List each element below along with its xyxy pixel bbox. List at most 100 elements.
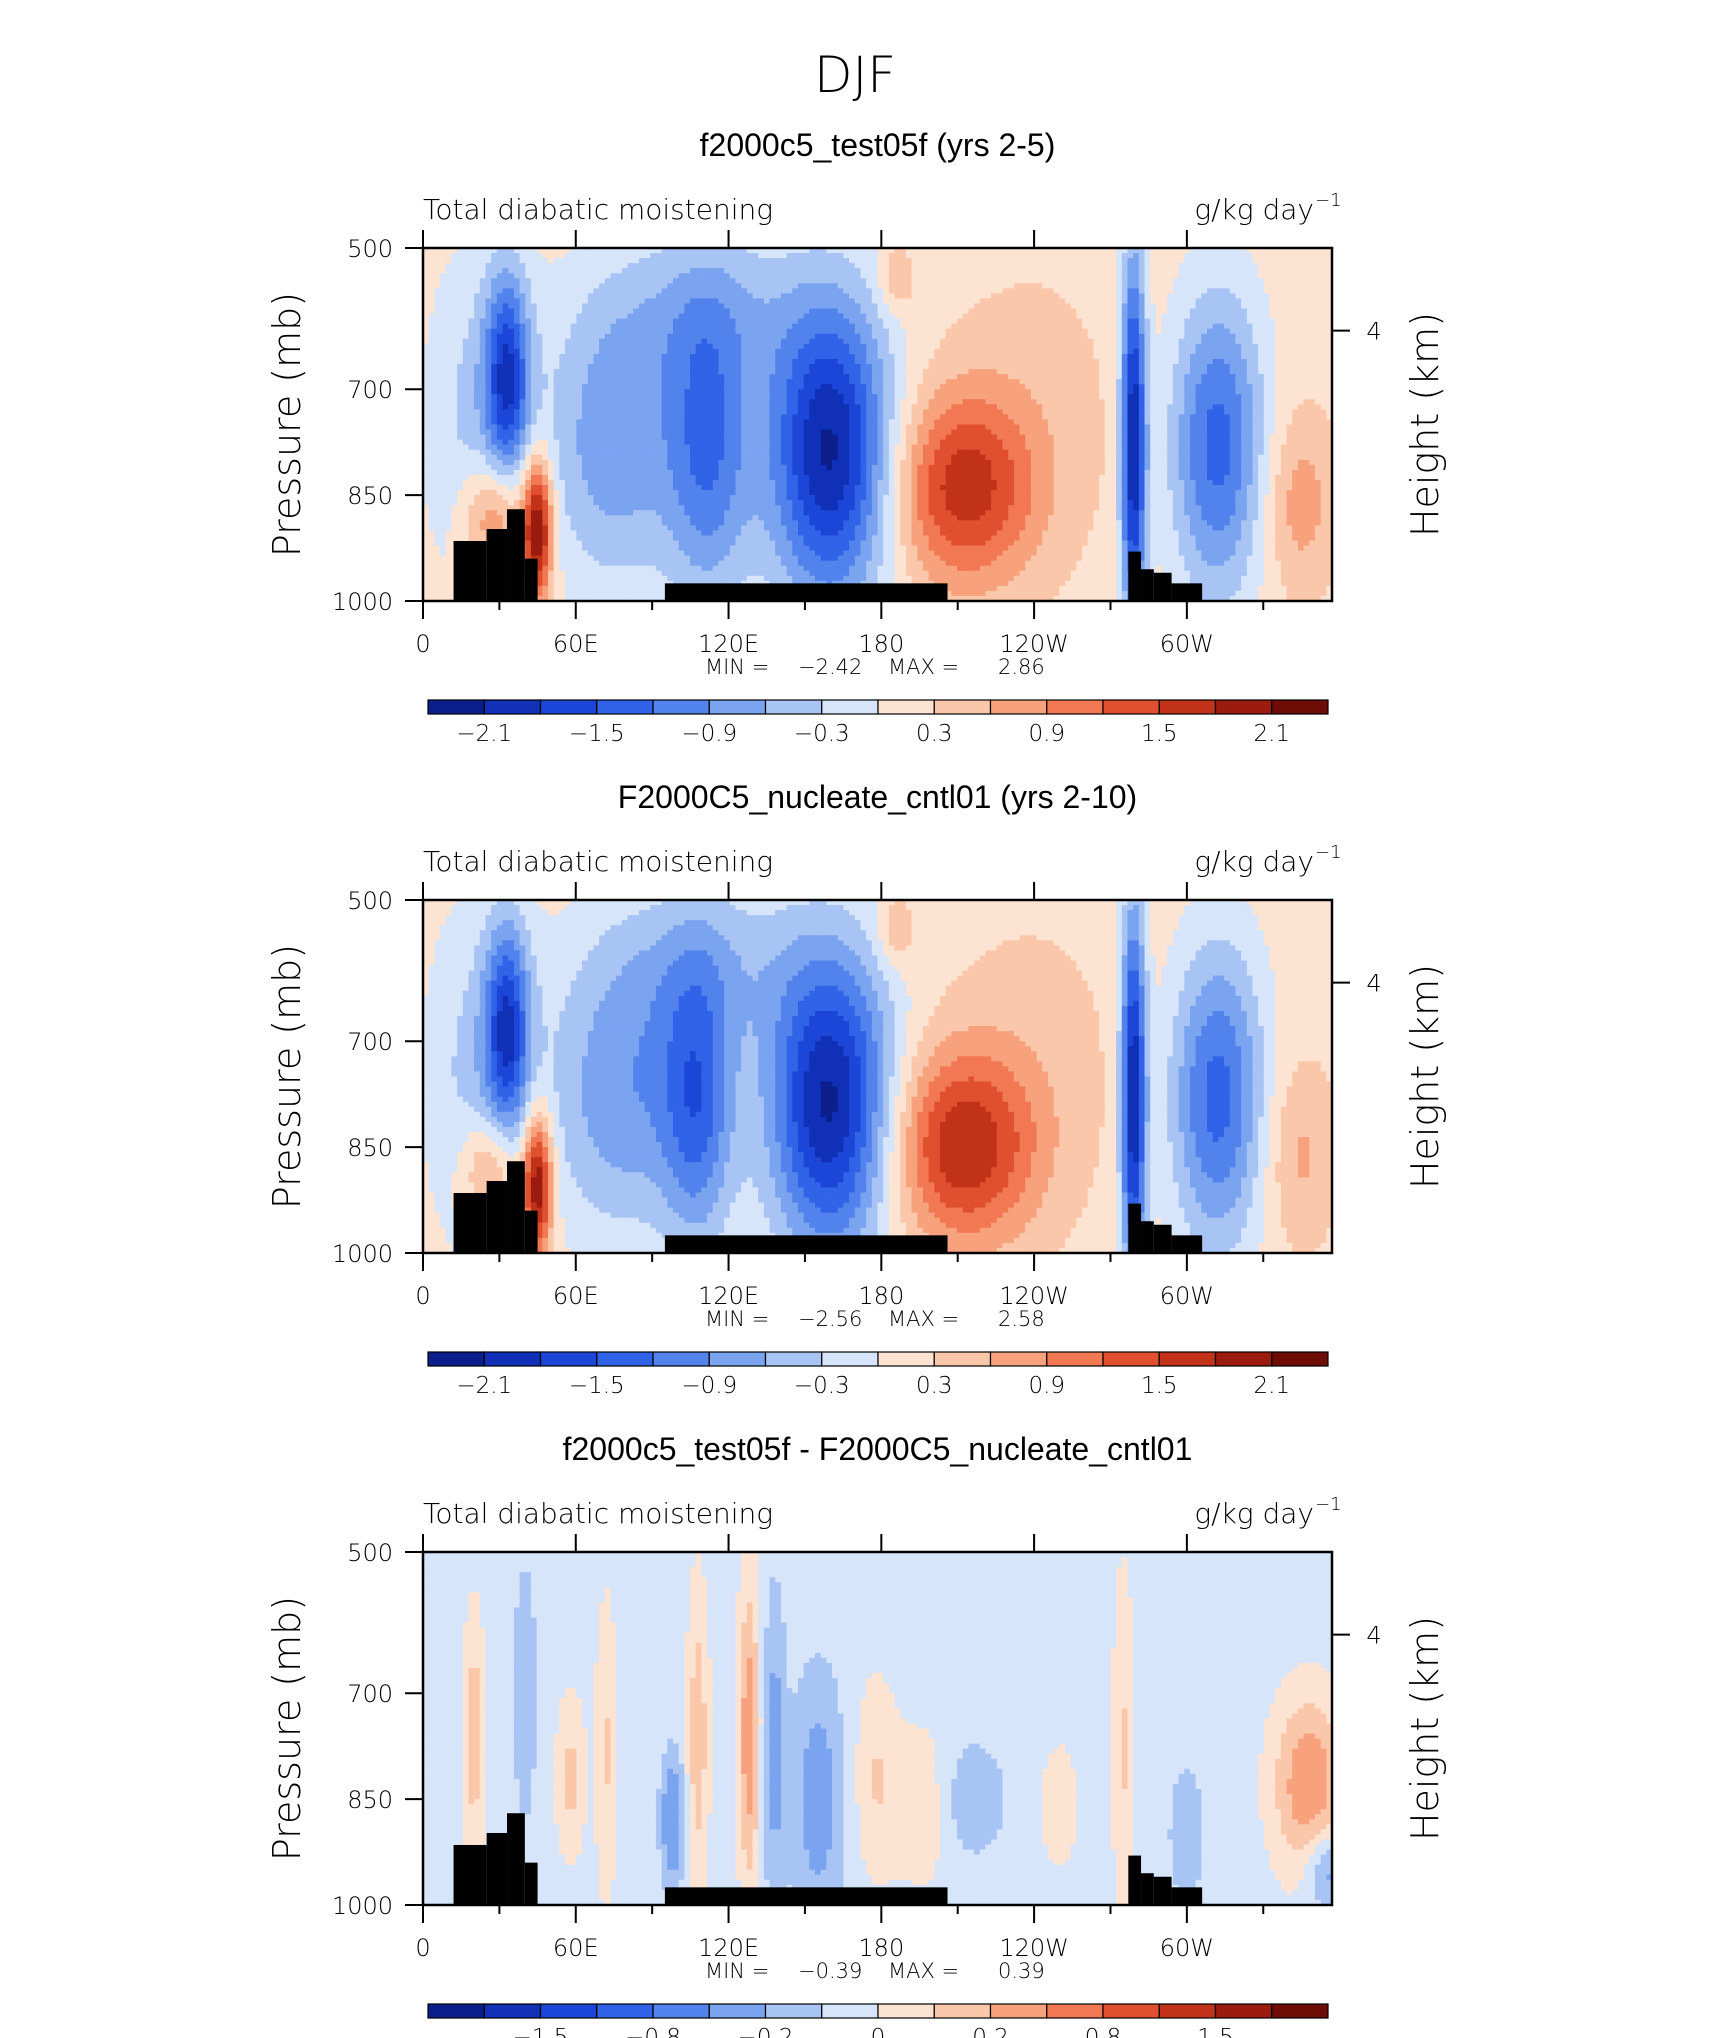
contour-cell xyxy=(1235,273,1241,279)
contour-cell xyxy=(1230,283,1236,289)
contour-cell xyxy=(599,298,605,304)
contour-cell xyxy=(753,268,759,274)
contour-cell xyxy=(929,283,935,289)
contour-cell xyxy=(633,329,639,335)
contour-cell xyxy=(1190,273,1196,279)
contour-cell xyxy=(1054,268,1060,274)
contour-cell xyxy=(809,339,815,345)
contour-cell xyxy=(923,258,929,264)
contour-cell xyxy=(798,314,804,320)
contour-cell xyxy=(1071,283,1077,289)
contour-cell xyxy=(912,359,918,365)
contour-cell xyxy=(520,324,526,330)
contour-cell xyxy=(991,314,997,320)
contour-cell xyxy=(696,293,702,299)
contour-cell xyxy=(997,273,1003,279)
contour-cell xyxy=(758,319,764,325)
contour-cell xyxy=(1201,374,1207,380)
contour-cell xyxy=(656,309,662,315)
contour-cell xyxy=(1156,309,1162,315)
contour-cell xyxy=(741,293,747,299)
contour-cell xyxy=(514,354,520,360)
contour-cell xyxy=(826,278,832,284)
contour-cell xyxy=(889,278,895,284)
contour-cell xyxy=(1054,324,1060,330)
contour-cell xyxy=(838,263,844,269)
contour-cell xyxy=(662,374,668,380)
contour-cell xyxy=(1048,339,1054,345)
contour-cell xyxy=(514,374,520,380)
contour-cell xyxy=(1133,334,1139,340)
contour-cell xyxy=(940,253,946,259)
contour-cell xyxy=(860,319,866,325)
contour-cell xyxy=(1315,303,1321,309)
contour-cell xyxy=(1065,309,1071,315)
contour-cell xyxy=(1048,364,1054,370)
contour-cell xyxy=(571,263,577,269)
contour-cell xyxy=(1298,309,1304,315)
contour-cell xyxy=(474,314,480,320)
contour-cell xyxy=(792,283,798,289)
contour-cell xyxy=(815,374,821,380)
contour-cell xyxy=(1304,258,1310,264)
contour-cell xyxy=(537,303,543,309)
contour-cell xyxy=(1292,263,1298,269)
contour-cell xyxy=(906,298,912,304)
contour-cell xyxy=(684,263,690,269)
contour-cell xyxy=(599,283,605,289)
contour-cell xyxy=(520,379,526,385)
contour-cell xyxy=(1088,298,1094,304)
contour-cell xyxy=(1224,369,1230,375)
contour-cell xyxy=(673,334,679,340)
contour-cell xyxy=(781,314,787,320)
contour-cell xyxy=(1088,283,1094,289)
contour-cell xyxy=(1002,309,1008,315)
contour-cell xyxy=(764,359,770,365)
contour-cell xyxy=(679,314,685,320)
contour-cell xyxy=(878,349,884,355)
contour-cell xyxy=(843,303,849,309)
contour-cell xyxy=(542,329,548,335)
contour-cell xyxy=(679,309,685,315)
contour-cell xyxy=(1037,268,1043,274)
contour-cell xyxy=(1110,369,1116,375)
contour-cell xyxy=(872,374,878,380)
contour-cell xyxy=(1105,329,1111,335)
contour-cell xyxy=(451,369,457,375)
contour-cell xyxy=(826,364,832,370)
contour-cell xyxy=(787,283,793,289)
contour-cell xyxy=(883,344,889,350)
contour-cell xyxy=(1025,303,1031,309)
contour-cell xyxy=(758,374,764,380)
contour-cell xyxy=(525,374,531,380)
contour-cell xyxy=(559,369,565,375)
contour-cell xyxy=(1190,283,1196,289)
contour-cell xyxy=(923,253,929,259)
contour-cell xyxy=(1150,354,1156,360)
contour-cell xyxy=(701,293,707,299)
contour-cell xyxy=(582,354,588,360)
contour-cell xyxy=(628,258,634,264)
contour-cell xyxy=(1241,344,1247,350)
contour-cell xyxy=(684,283,690,289)
contour-cell xyxy=(934,374,940,380)
contour-cell xyxy=(775,263,781,269)
contour-cell xyxy=(798,324,804,330)
contour-cell xyxy=(434,334,440,340)
contour-cell xyxy=(883,273,889,279)
contour-cell xyxy=(1292,339,1298,345)
contour-cell xyxy=(1133,288,1139,294)
contour-cell xyxy=(593,369,599,375)
contour-cell xyxy=(713,364,719,370)
contour-cell xyxy=(912,288,918,294)
contour-cell xyxy=(753,359,759,365)
contour-cell xyxy=(1309,324,1315,330)
contour-cell xyxy=(991,359,997,365)
contour-cell xyxy=(645,278,651,284)
contour-cell xyxy=(826,319,832,325)
contour-cell xyxy=(508,288,514,294)
contour-cell xyxy=(1201,268,1207,274)
contour-cell xyxy=(554,374,560,380)
contour-cell xyxy=(673,268,679,274)
contour-cell xyxy=(684,309,690,315)
